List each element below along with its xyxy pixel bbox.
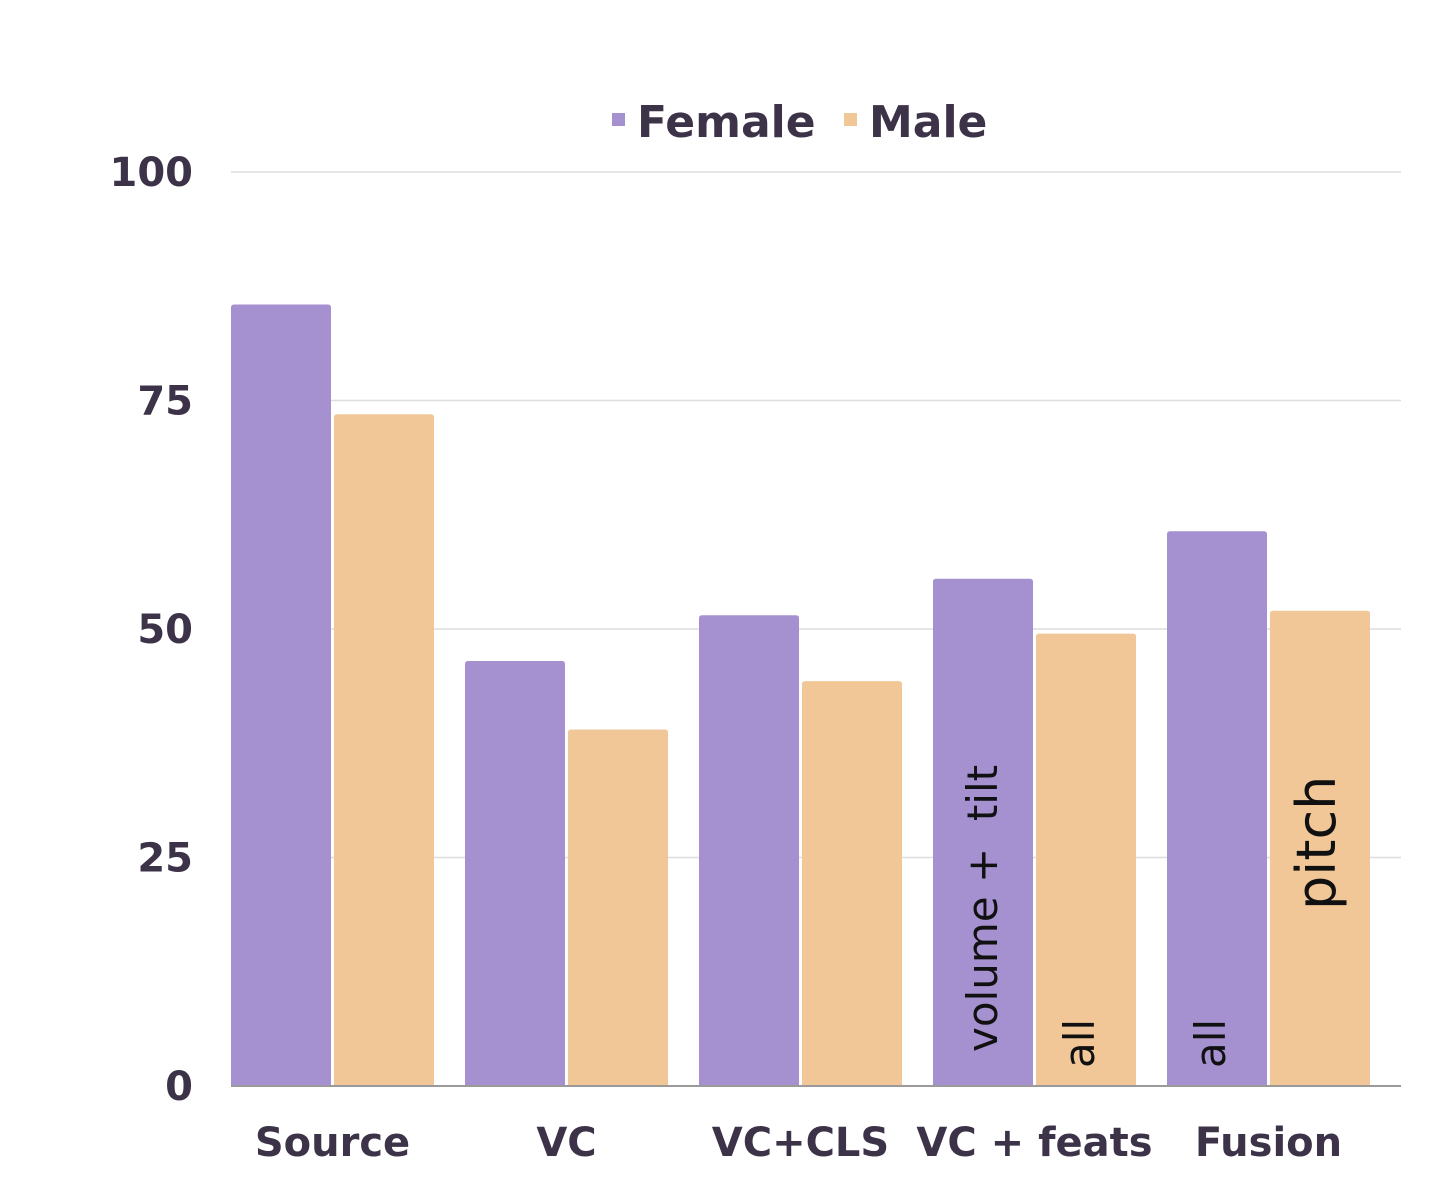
legend-label-female: Female — [637, 97, 816, 148]
legend-label-male: Male — [869, 97, 987, 148]
bar-vc-male — [568, 729, 668, 1086]
annotation-vc-feats-male: all — [1055, 1019, 1104, 1068]
y-tick-label-50: 50 — [137, 607, 193, 653]
bar-vc-feats-male — [1036, 633, 1136, 1086]
bar-vc-feats-female — [933, 578, 1033, 1086]
y-tick-label-75: 75 — [137, 379, 193, 425]
bar-annotations: volume + tilt all all pitch — [958, 765, 1348, 1068]
legend-swatch-female — [612, 113, 625, 126]
bars — [231, 304, 1370, 1087]
x-category-label-source: Source — [255, 1120, 410, 1166]
y-tick-label-100: 100 — [110, 150, 194, 196]
x-category-label-vc-feats: VC + feats — [916, 1120, 1152, 1166]
x-category-label-vc-cls: VC+CLS — [712, 1120, 889, 1166]
annotation-vc-feats-female: volume + tilt — [958, 765, 1007, 1052]
legend-swatch-male — [844, 113, 857, 126]
bar-fusion-male — [1270, 610, 1370, 1086]
x-axis-categories: Source VC VC+CLS VC + feats Fusion — [255, 1120, 1342, 1166]
x-category-label-fusion: Fusion — [1195, 1120, 1342, 1166]
y-tick-label-0: 0 — [165, 1064, 193, 1110]
annotation-fusion-female: all — [1186, 1019, 1235, 1068]
bar-vc-cls-female — [699, 615, 799, 1086]
y-tick-label-25: 25 — [137, 836, 193, 882]
bar-source-female — [231, 304, 331, 1086]
y-axis-ticks: 0 25 50 75 100 — [110, 150, 194, 1110]
bar-vc-female — [465, 660, 565, 1086]
bar-vc-cls-male — [802, 681, 902, 1086]
x-category-label-vc: VC — [536, 1120, 596, 1166]
bar-source-male — [334, 414, 434, 1087]
legend: Female Male — [612, 97, 987, 148]
bar-fusion-female — [1167, 531, 1267, 1086]
annotation-fusion-male: pitch — [1285, 776, 1348, 910]
